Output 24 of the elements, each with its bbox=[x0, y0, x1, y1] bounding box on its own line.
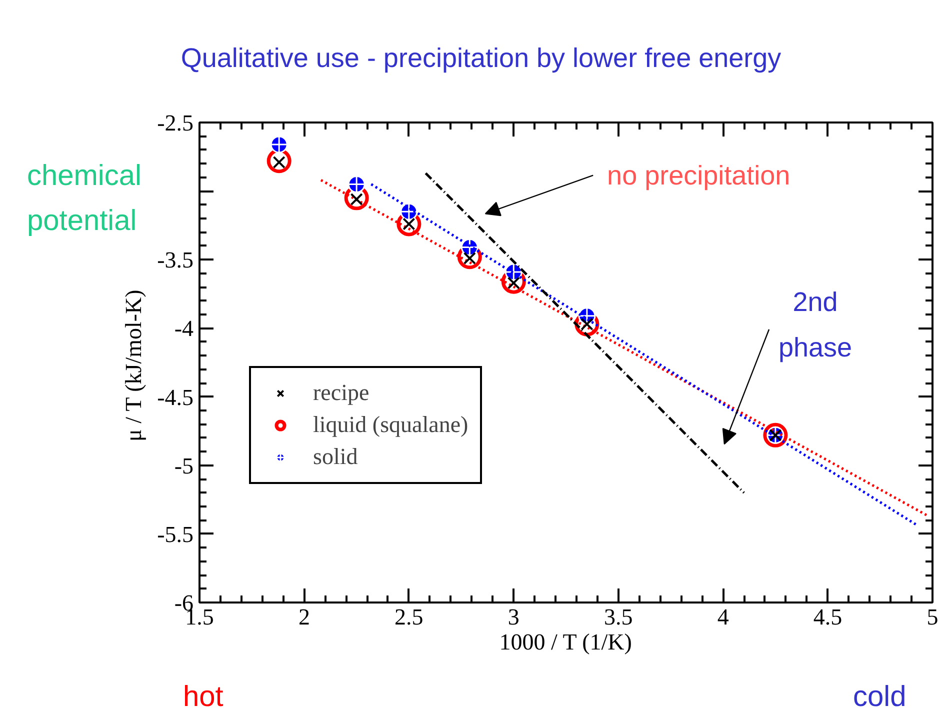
y-tick-label: -5 bbox=[174, 453, 194, 478]
x-tick-label: 4 bbox=[717, 604, 730, 630]
x-axis-title: 1000 / T (1/K) bbox=[499, 630, 632, 654]
chart-title: Qualitative use - precipitation by lower free energy bbox=[180, 42, 782, 75]
x-tick-label: 4.5 bbox=[813, 604, 842, 630]
text: chemical potential bbox=[27, 159, 142, 239]
x-tick-label: 3.5 bbox=[604, 604, 633, 630]
y-tick-label: -4 bbox=[174, 316, 194, 342]
x-tick-label: 5 bbox=[926, 604, 938, 630]
y-tick-label: -5.5 bbox=[157, 522, 194, 547]
text: cold bbox=[853, 680, 906, 715]
annotation: no precipitation bbox=[607, 160, 790, 190]
legend-label: liquid (squalane) bbox=[313, 412, 468, 438]
x-tick-label: 3 bbox=[508, 604, 520, 630]
y-tick-label: -2.5 bbox=[157, 110, 194, 136]
y-axis-title: μ / T (kJ/mol-K) bbox=[121, 290, 146, 442]
annotation: 2nd phase bbox=[778, 287, 852, 363]
text: hot bbox=[183, 680, 224, 715]
y-tick-label: -3.5 bbox=[157, 248, 194, 273]
x-tick-label: 2.5 bbox=[394, 604, 424, 630]
x-tick-label: 2 bbox=[298, 604, 310, 630]
legend-label: solid bbox=[313, 444, 358, 470]
y-tick-label: -4.5 bbox=[157, 384, 194, 410]
legend-label: recipe bbox=[313, 380, 370, 406]
